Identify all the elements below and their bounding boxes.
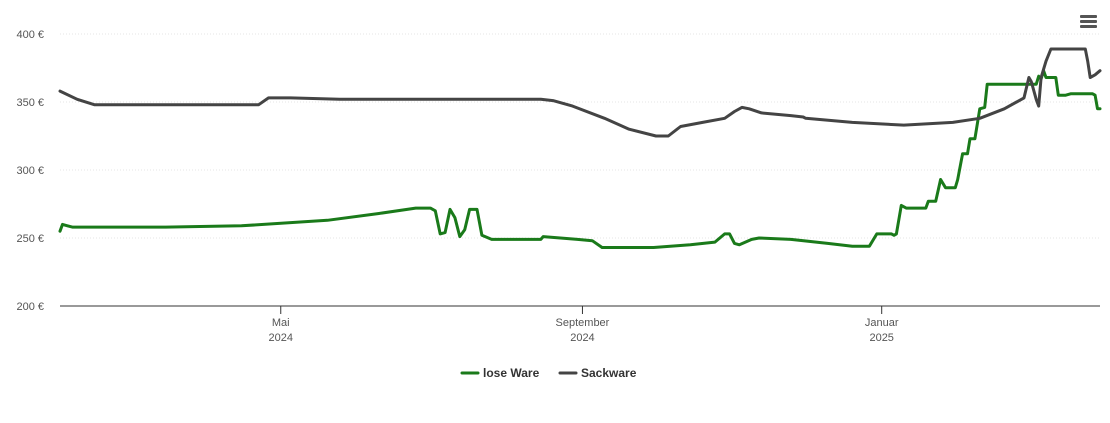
legend-label: lose Ware [483, 366, 540, 380]
grid-lines [60, 33, 1100, 239]
series-line-0 [58, 69, 1102, 249]
hamburger-menu-icon[interactable] [1076, 10, 1100, 34]
y-tick-label: 300 € [16, 165, 44, 177]
x-tick-label-month: September [556, 317, 610, 329]
y-tick-label: 350 € [16, 97, 44, 109]
x-tick-label-month: Mai [272, 317, 290, 329]
y-tick-label: 400 € [16, 29, 44, 41]
y-axis: 200 € 250 € 300 € 350 € 400 € [16, 29, 44, 313]
y-tick-label: 250 € [16, 233, 44, 245]
x-axis: Mai 2024 September 2024 Januar 2025 [60, 305, 1100, 344]
x-tick-label-year: 2024 [269, 332, 293, 344]
legend-label: Sackware [581, 366, 637, 380]
x-tick-label-year: 2025 [869, 332, 893, 344]
series-line-1 [58, 47, 1102, 138]
x-tick-label-month: Januar [865, 317, 899, 329]
legend: lose Ware Sackware [460, 366, 637, 380]
series-lines [58, 47, 1102, 249]
y-tick-label: 200 € [16, 301, 44, 313]
x-tick-label-year: 2024 [570, 332, 594, 344]
